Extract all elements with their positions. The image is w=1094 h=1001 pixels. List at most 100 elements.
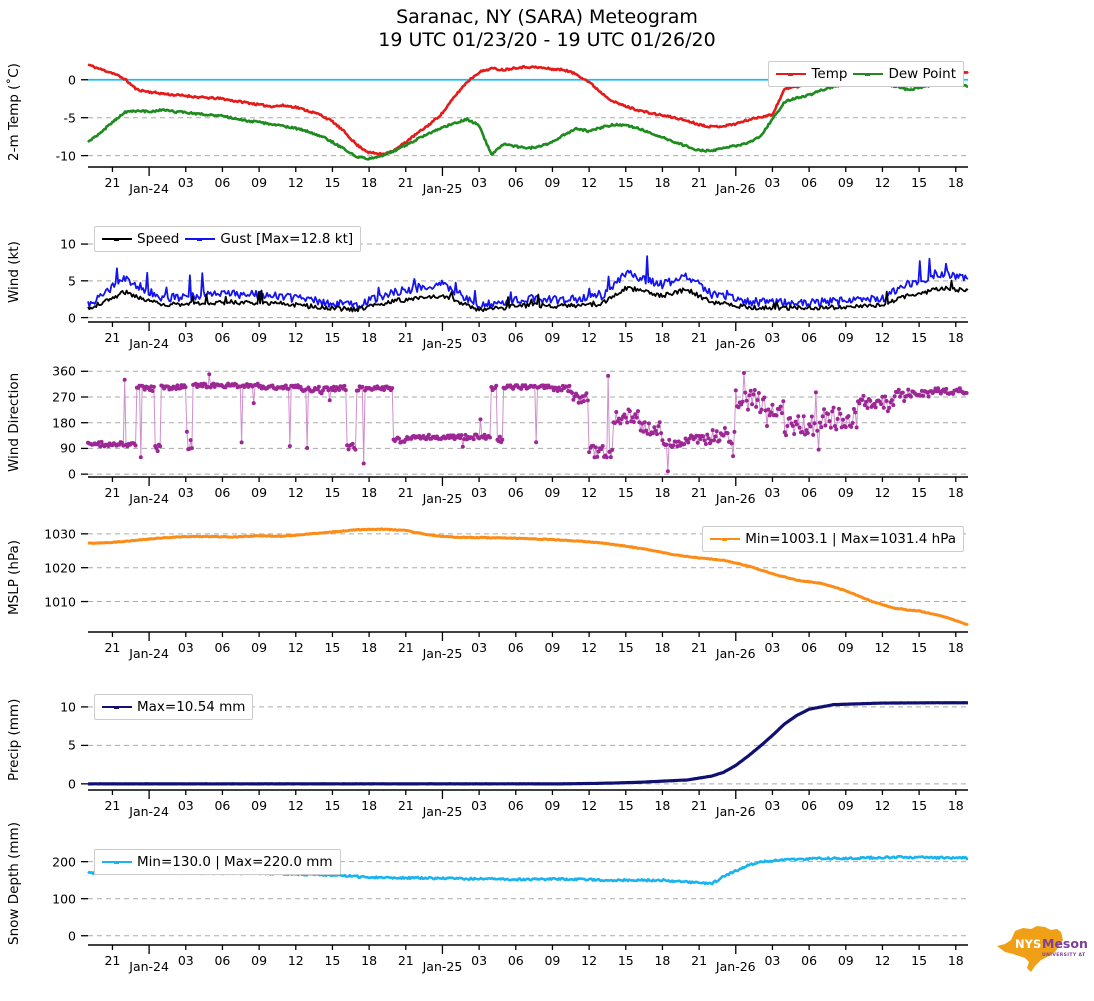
x-tick-label: 06 (507, 175, 524, 190)
x-tick-label: Jan-26 (715, 491, 756, 506)
x-tick-label: 12 (581, 953, 598, 968)
x-tick-label: 21 (104, 175, 121, 190)
y-axis-label-temp: 2-m Temp (˚C) (6, 63, 22, 161)
x-tick-label: 18 (361, 485, 378, 500)
x-tick-label: 06 (801, 485, 818, 500)
x-tick-label: Jan-24 (129, 181, 169, 196)
x-tick-label: 06 (507, 798, 524, 813)
x-tick-label: 03 (471, 330, 488, 345)
x-tick-label: 09 (251, 175, 268, 190)
x-tick-label: 03 (177, 485, 194, 500)
x-tick-label: 03 (471, 640, 488, 655)
x-tick-label: 21 (397, 798, 414, 813)
x-tick-label: Jan-26 (715, 646, 756, 661)
x-tick-label: 03 (764, 330, 781, 345)
x-tick-label: 03 (471, 953, 488, 968)
x-tick-label: 15 (911, 798, 928, 813)
x-tick-label: 21 (397, 640, 414, 655)
x-tick-label: 09 (251, 330, 268, 345)
logo-mesonet-text: Mesonet (1042, 936, 1087, 951)
x-tick-label: 15 (617, 798, 634, 813)
x-tick-label: 03 (177, 175, 194, 190)
x-tick-label: 15 (617, 175, 634, 190)
x-tick-label: 18 (654, 175, 671, 190)
legend-item-wind-1: Gust [Max=12.8 kt] (185, 231, 353, 247)
x-tick-label: 21 (691, 485, 708, 500)
y-axis-label-mslp: MSLP (hPa) (6, 539, 22, 615)
x-tick-label: 06 (507, 953, 524, 968)
x-tick-label: 12 (874, 175, 891, 190)
y-tick-snow-2: 0 (68, 928, 76, 944)
x-tick-label: 09 (544, 175, 561, 190)
x-tick-label: 03 (177, 330, 194, 345)
legend-mslp[interactable]: Min=1003.1 | Max=1031.4 hPa (702, 526, 964, 552)
page-title: Saranac, NY (SARA) Meteogram 19 UTC 01/2… (0, 6, 1094, 52)
x-tick-label: 09 (544, 640, 561, 655)
x-tick-label: 12 (874, 798, 891, 813)
series-dew-point (87, 81, 969, 161)
legend-label: Gust [Max=12.8 kt] (220, 231, 354, 247)
x-tick-label: 15 (617, 330, 634, 345)
y-tick-precip-0: 10 (60, 699, 76, 715)
x-tick-label: 09 (544, 485, 561, 500)
x-tick-label: 18 (654, 330, 671, 345)
x-tick-label: 12 (874, 330, 891, 345)
x-tick-label: 09 (544, 953, 561, 968)
x-tick-label: 09 (837, 953, 854, 968)
x-tick-label: 21 (691, 175, 708, 190)
x-tick-label: 06 (801, 798, 818, 813)
x-tick-label: 12 (581, 175, 598, 190)
x-tick-label: 21 (397, 175, 414, 190)
legend-item-mslp-0: Min=1003.1 | Max=1031.4 hPa (710, 531, 956, 547)
legend-temp[interactable]: Temp Dew Point (768, 61, 964, 87)
ny-state-shape (997, 926, 1063, 972)
y-tick-mslp-1: 1020 (44, 560, 76, 576)
x-tick-label: 09 (251, 640, 268, 655)
legend-swatch-speed (102, 238, 132, 241)
x-tick-label: 06 (507, 330, 524, 345)
x-tick-label: 18 (654, 485, 671, 500)
x-tick-label: 12 (581, 330, 598, 345)
x-tick-label: 15 (324, 485, 341, 500)
x-tick-label: Jan-26 (715, 959, 756, 974)
x-tick-label: 03 (471, 798, 488, 813)
y-tick-temp-1: -5 (63, 110, 76, 126)
x-tick-label: 18 (361, 798, 378, 813)
legend-precip[interactable]: Max=10.54 mm (94, 694, 254, 720)
x-tick-label: 09 (544, 798, 561, 813)
y-axis-label-wind: Wind (kt) (6, 241, 22, 303)
x-tick-label: 09 (837, 485, 854, 500)
x-tick-label: 21 (397, 485, 414, 500)
x-tick-label: Jan-25 (422, 804, 463, 819)
x-tick-label: 18 (361, 330, 378, 345)
legend-wind[interactable]: Speed Gust [Max=12.8 kt] (94, 226, 362, 252)
legend-swatch-mslp (710, 538, 741, 541)
x-tick-label: 12 (287, 485, 304, 500)
x-tick-label: Jan-25 (422, 181, 463, 196)
x-tick-label: Jan-26 (715, 804, 756, 819)
x-tick-label: 15 (911, 175, 928, 190)
legend-item-snow-0: Min=130.0 | Max=220.0 mm (102, 854, 333, 870)
x-tick-label: 03 (764, 640, 781, 655)
x-tick-label: 18 (947, 640, 964, 655)
x-tick-label: 09 (837, 640, 854, 655)
x-tick-label: 21 (104, 798, 121, 813)
legend-swatch-dewpoint (853, 73, 884, 76)
x-tick-label: 21 (691, 330, 708, 345)
x-tick-label: 03 (764, 175, 781, 190)
x-tick-label: 15 (911, 953, 928, 968)
y-tick-mslp-2: 1010 (44, 594, 76, 610)
x-tick-label: 09 (837, 798, 854, 813)
x-tick-label: 03 (471, 175, 488, 190)
legend-swatch-gust (185, 238, 216, 241)
x-tick-label: Jan-24 (129, 959, 169, 974)
x-tick-label: 15 (324, 798, 341, 813)
x-tick-label: Jan-24 (129, 491, 169, 506)
legend-snow[interactable]: Min=130.0 | Max=220.0 mm (94, 849, 341, 875)
x-tick-label: 06 (801, 640, 818, 655)
x-tick-label: 18 (654, 640, 671, 655)
nys-mesonet-logo: NYS Mesonet UNIVERSITY AT ALBANY (985, 920, 1087, 978)
x-tick-label: Jan-25 (422, 959, 463, 974)
x-tick-label: 03 (764, 485, 781, 500)
x-tick-label: 18 (947, 175, 964, 190)
